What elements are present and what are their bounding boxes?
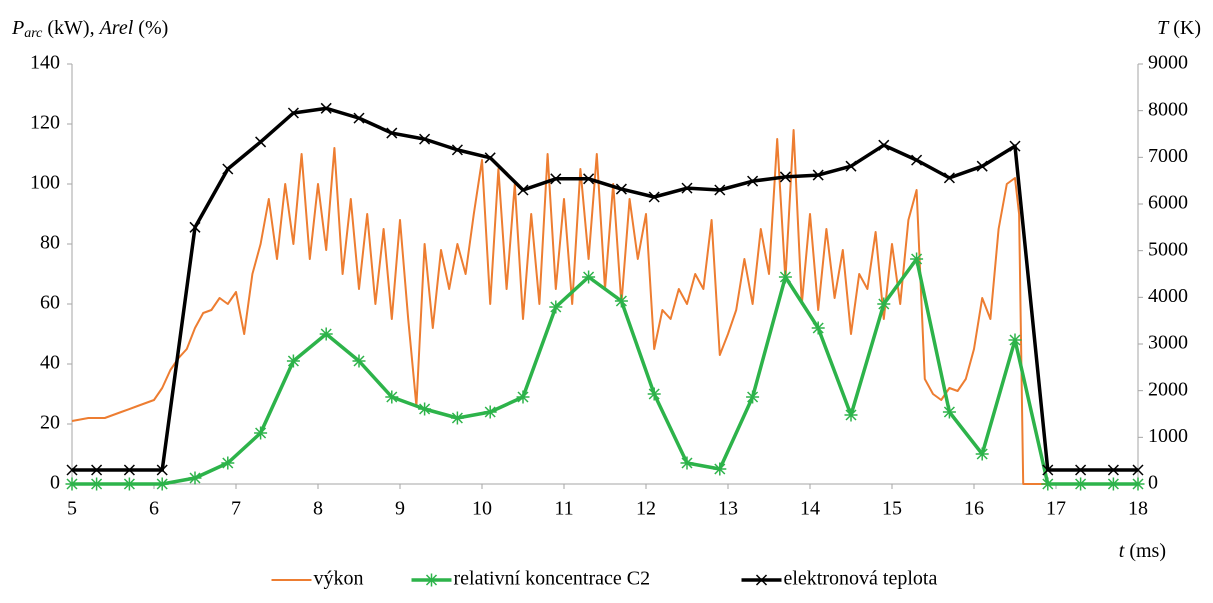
y2-tick-label: 9000 xyxy=(1148,52,1188,74)
marker xyxy=(222,163,234,175)
y2-tick-label: 6000 xyxy=(1148,192,1188,214)
x-axis-label: t (ms) xyxy=(1119,540,1166,562)
marker xyxy=(714,184,726,196)
marker xyxy=(386,127,398,139)
x-tick-label: 9 xyxy=(395,498,405,520)
marker xyxy=(91,464,103,476)
marker xyxy=(681,182,693,194)
marker xyxy=(878,139,890,151)
marker xyxy=(812,169,824,181)
y-tick-label: 40 xyxy=(40,352,60,374)
x-label-part: (ms) xyxy=(1124,540,1166,562)
marker xyxy=(755,574,768,586)
marker xyxy=(287,107,299,119)
marker xyxy=(1042,464,1054,476)
marker xyxy=(484,152,496,164)
marker xyxy=(911,154,923,166)
marker xyxy=(419,133,431,145)
marker xyxy=(66,464,78,476)
x-tick-label: 18 xyxy=(1128,498,1148,520)
marker xyxy=(451,144,463,156)
y2-tick-label: 0 xyxy=(1148,472,1158,494)
marker xyxy=(189,221,201,233)
marker xyxy=(1075,464,1087,476)
x-tick-label: 7 xyxy=(231,498,241,520)
y2-tick-label: 7000 xyxy=(1148,145,1188,167)
marker xyxy=(845,160,857,172)
y2-tick-label: 3000 xyxy=(1148,332,1188,354)
marker xyxy=(320,102,332,114)
y2-tick-label: 2000 xyxy=(1148,378,1188,400)
marker xyxy=(779,171,791,183)
y-tick-label: 100 xyxy=(30,172,60,194)
marker xyxy=(517,184,529,196)
y-tick-label: 0 xyxy=(50,472,60,494)
y-label-part: (kW), xyxy=(42,17,99,39)
y-label-part: arc xyxy=(24,26,43,41)
marker xyxy=(255,136,267,148)
y2-tick-label: 1000 xyxy=(1148,425,1188,447)
marker xyxy=(156,464,168,476)
series-line xyxy=(72,106,1138,472)
y2-tick-label: 8000 xyxy=(1148,98,1188,120)
marker xyxy=(1107,464,1119,476)
x-tick-label: 12 xyxy=(636,498,656,520)
marker xyxy=(123,464,135,476)
x-tick-label: 15 xyxy=(882,498,902,520)
y-tick-label: 140 xyxy=(30,52,60,74)
y-label-part: (%) xyxy=(133,17,168,39)
legend-label: elektronová teplota xyxy=(784,568,938,590)
y-tick-label: 60 xyxy=(40,292,60,314)
marker xyxy=(550,173,562,185)
legend-label: relativní koncentrace C2 xyxy=(454,568,651,590)
marker xyxy=(583,173,595,185)
marker xyxy=(1132,464,1144,476)
x-tick-label: 6 xyxy=(149,498,159,520)
marker xyxy=(943,172,955,184)
y2-label-part: T xyxy=(1157,17,1170,39)
x-tick-label: 11 xyxy=(554,498,573,520)
y-tick-label: 120 xyxy=(30,112,60,134)
marker xyxy=(976,160,988,172)
x-tick-label: 8 xyxy=(313,498,323,520)
y2-label-part: (K) xyxy=(1168,17,1201,39)
x-tick-label: 14 xyxy=(800,498,820,520)
y-tick-label: 80 xyxy=(40,232,60,254)
x-tick-label: 17 xyxy=(1046,498,1066,520)
legend-label: výkon xyxy=(314,568,364,590)
x-label-part: t xyxy=(1119,540,1125,562)
y-label-part: Arel xyxy=(98,17,134,39)
y-label-part: P xyxy=(11,17,24,39)
marker xyxy=(353,112,365,124)
marker xyxy=(615,183,627,195)
y-axis-label: Parc (kW), Arel (%) xyxy=(11,17,168,42)
series-line xyxy=(72,257,1138,486)
x-tick-label: 13 xyxy=(718,498,738,520)
y2-axis-label: T (K) xyxy=(1157,17,1201,39)
x-tick-label: 5 xyxy=(67,498,77,520)
x-tick-label: 10 xyxy=(472,498,492,520)
series-line xyxy=(71,129,1138,485)
y2-tick-label: 5000 xyxy=(1148,238,1188,260)
marker xyxy=(1009,140,1021,152)
y-tick-label: 20 xyxy=(40,412,60,434)
x-tick-label: 16 xyxy=(964,498,984,520)
y2-tick-label: 4000 xyxy=(1148,285,1188,307)
marker xyxy=(747,175,759,187)
marker xyxy=(648,191,660,203)
